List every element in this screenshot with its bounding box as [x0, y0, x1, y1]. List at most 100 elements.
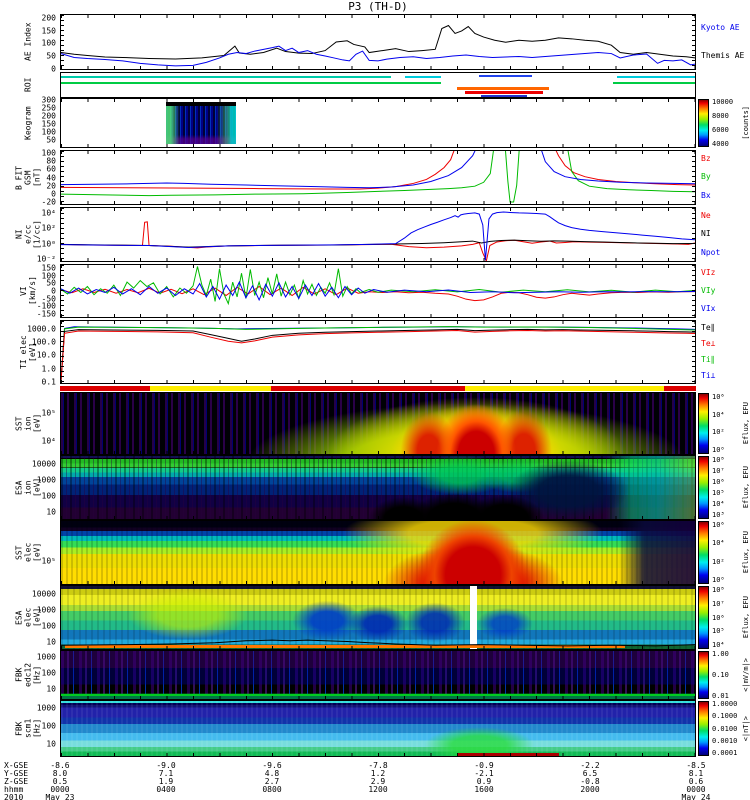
velocity-plot	[60, 264, 696, 318]
bar-segment	[465, 386, 664, 391]
density-xticks-bottom	[61, 258, 695, 261]
series-label: Bx	[701, 190, 711, 200]
colorbar-gradient	[698, 99, 709, 147]
fbk-scm1-spectrogram	[60, 700, 696, 757]
density-yticks: 10⁴ 10² 10⁰ 10⁻²	[12, 207, 58, 264]
y-tick-label: 1000	[36, 703, 56, 713]
fbk-edc12-colorbar: 1.00 0.10 0.01 <|mV/m|>	[698, 650, 750, 701]
y-tick-label: 100	[41, 148, 56, 158]
fbk-edc12-yticks: 1000 100 10	[12, 650, 58, 700]
y-tick-label: -100	[36, 301, 56, 311]
colorbar-tick-label: 10⁷	[712, 466, 725, 475]
density-plot	[60, 207, 696, 262]
y-tick-label: 10	[46, 507, 56, 517]
colorbar-unit-label: Eflux, EFU	[742, 596, 750, 639]
sst-ion-xticks	[61, 451, 695, 454]
series-label: By	[701, 172, 711, 182]
roi-plot	[60, 72, 696, 98]
fbk-scm1-colorbar: 1.0000 0.1000 0.0100 0.0010 0.0001 <|nT|>	[698, 700, 750, 757]
bottom-axis-row-label: Z-GSE	[4, 777, 29, 786]
colorbar-tick-label: 1.0000	[712, 700, 738, 709]
y-tick-label: 10000	[31, 459, 56, 469]
sst-elec-xticks	[61, 581, 695, 584]
colorbar-gradient	[698, 651, 709, 699]
y-tick-label: 10²	[41, 223, 56, 233]
y-tick-label: 10⁰	[41, 239, 56, 249]
bfit-yticks-right	[692, 151, 695, 204]
panel-velocity: VI [km/s] 150 100 50 0 -50 -100 -150 VIz VIy VIx	[0, 263, 750, 318]
colorbar-unit-label: Eflux, EFU	[742, 531, 750, 574]
y-tick-label: 100	[41, 491, 56, 501]
bottom-axis: X-GSE Y-GSE Z-GSE hhmm 2010 -8.6 8.0 0.5 0000 Ma…	[0, 760, 750, 800]
keogram-yticks: 300 250 200 150 100 50	[12, 96, 58, 148]
ae-chart	[61, 15, 695, 69]
colorbar-tick-label: 4000	[712, 140, 729, 149]
temperature-yticks: 1000.0 100.0 10.0 1.0 0.1	[12, 320, 58, 386]
y-tick-label: 10.0	[36, 350, 56, 360]
sst-elec-spectrogram	[60, 520, 696, 585]
colorbar-tick-label: 10000	[712, 97, 734, 106]
panel-esa-ion: ESA ion [eV] 10000 1000 100 10 10⁸ 10⁷ 10⁶ 10⁵…	[0, 455, 750, 520]
series-label: Ti∥	[701, 355, 715, 364]
temperature-yticks-left	[61, 321, 64, 383]
keogram-xticks-top	[61, 99, 695, 102]
y-tick-label: 150	[41, 119, 56, 129]
panel-esa-elec: ESA elec [eV] 10000 1000 100 10 10⁸ 10⁷ 10⁶ 10…	[0, 585, 750, 650]
colorbar-gradient	[698, 393, 709, 454]
panel-fbk-scm1: FBK scm1 [Hz] 1000 100 10 1.0000 0.1000 0.01…	[0, 700, 750, 757]
bar-segment	[405, 75, 442, 78]
density-chart	[61, 208, 695, 261]
velocity-yticks: 150 100 50 0 -50 -100 -150	[12, 263, 58, 318]
colorbar-gradient	[698, 456, 709, 519]
colorbar-tick-label: 10⁴	[712, 641, 725, 650]
y-tick-label: 1000	[36, 652, 56, 662]
page-title: P3 (TH-D)	[348, 0, 408, 13]
ae-yticks-right	[692, 15, 695, 69]
keogram-colorbar: 10000 8000 6000 4000 [counts]	[698, 97, 750, 149]
fbk-edc12-xticks	[61, 696, 695, 699]
colorbar-tick-label: 10⁵	[712, 627, 725, 636]
y-tick-label: 1000	[36, 605, 56, 615]
series-label: VIy	[701, 286, 716, 295]
bar-segment	[617, 75, 695, 78]
bar-segment	[150, 386, 271, 391]
ae-yticks-left	[61, 15, 64, 69]
y-tick-label: 100.0	[31, 337, 56, 347]
panel-sst-ion: SST ion [eV] 10⁵ 10⁴ 10⁶ 10⁴ 10² 10⁰ Eflux, E…	[0, 392, 750, 455]
bottom-axis-columns: -8.6 8.0 0.5 0000 May 23 -9.0 7.1 1.9 0400 -9.6 4…	[46, 761, 711, 800]
colorbar-unit-label: <|mV/m|>	[742, 658, 750, 692]
sst-ion-spectrogram	[60, 392, 696, 455]
y-tick-label: 0	[51, 286, 56, 296]
y-tick-label: 50	[46, 51, 56, 61]
series-label: Kyoto AE	[701, 23, 740, 32]
series-label: Ne	[701, 211, 711, 221]
ae-series-labels: Kyoto AE Themis AE	[701, 14, 749, 70]
panel-bfit: B FIT GSM [nT] 100 80 60 40 20 0 -20 Bz By Bx	[0, 148, 750, 206]
panel-density: NI e/cc [1/cc] 10⁴ 10² 10⁰ 10⁻² Ne NI Npot	[0, 207, 750, 264]
colorbar-tick-label: 10³	[712, 511, 725, 520]
esa-elec-yticks: 10000 1000 100 10	[12, 585, 58, 650]
colorbar-gradient	[698, 701, 709, 756]
colorbar-tick-label: 10⁵	[712, 489, 725, 498]
bfit-chart	[61, 151, 695, 204]
temperature-series-labels: Te∥ Te⊥ Ti∥ Ti⊥	[701, 320, 749, 384]
bar-segment	[465, 91, 544, 95]
y-tick-label: 10⁻²	[36, 254, 56, 264]
y-tick-label: 50	[46, 278, 56, 288]
y-tick-label: 80	[46, 156, 56, 166]
colorbar-tick-label: 8000	[712, 111, 729, 120]
sst-elec-yticks: 10⁵	[12, 520, 58, 585]
y-tick-label: 250	[41, 103, 56, 113]
fbk-scm1-overlays	[61, 701, 695, 756]
colorbar-tick-label: 0.01	[712, 692, 729, 701]
colorbar-tick-label: 10⁷	[712, 599, 725, 608]
y-tick-label: 50	[46, 135, 56, 145]
keogram-plot	[60, 98, 696, 148]
panel-keogram: Keogram 300 250 200 150 100 50 10000 8000 6000 4…	[0, 96, 750, 149]
series-label: Bz	[701, 154, 711, 164]
fbk-scm1-yticks: 1000 100 10	[12, 700, 58, 757]
panel-temperature: TI elec [eV] 1000.0 100.0 10.0 1.0 0.1 Te∥ Te…	[0, 320, 750, 386]
bottom-axis-column: -2.2 6.5 -0.8 2000	[580, 761, 600, 794]
y-tick-label: 200	[41, 111, 56, 121]
